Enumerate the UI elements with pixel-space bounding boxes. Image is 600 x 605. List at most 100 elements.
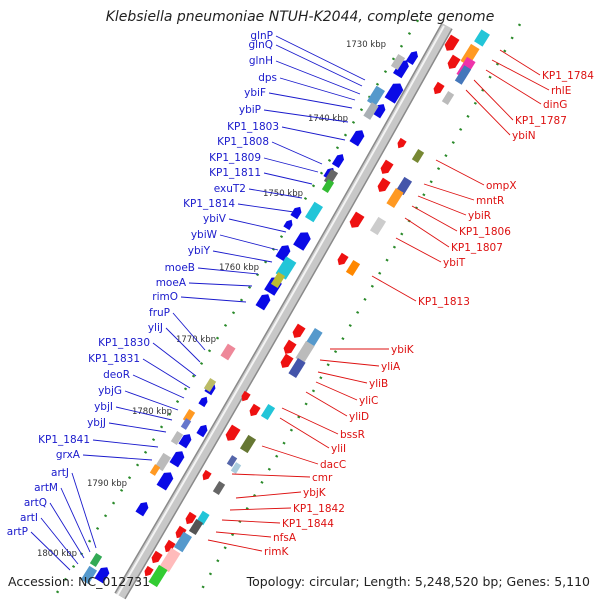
kbp-tick-1730: 1730 kbp — [346, 40, 386, 50]
gene-label-arti: artI — [20, 512, 38, 524]
gene-label-ylii: yliI — [331, 443, 346, 455]
leader-line-rhle — [491, 59, 550, 91]
gene-label-kp1-1844: KP1_1844 — [282, 518, 334, 530]
leader-line-artq — [49, 502, 85, 559]
cds-box-20 — [295, 340, 315, 364]
cds-box-12 — [369, 216, 387, 236]
gene-label-kp1-1806: KP1_1806 — [459, 226, 511, 238]
cds-box-9 — [411, 149, 425, 163]
gene-label-ybiv: ybiV — [203, 213, 227, 225]
gene-arrow-right-4 — [397, 137, 407, 149]
cds-box-26 — [170, 431, 184, 445]
leader-line-ybip — [263, 109, 349, 123]
gene-arrow-left-18 — [169, 451, 185, 468]
gene-label-ybin: ybiN — [512, 130, 536, 142]
leader-line-artp — [30, 531, 71, 571]
gene-label-ylid: yliD — [349, 411, 369, 423]
map-title: Klebsiella pneumoniae NTUH-K2044, comple… — [105, 9, 495, 25]
gene-label-nfsa: nfsA — [273, 532, 297, 544]
kbp-tick-1790: 1790 kbp — [87, 479, 127, 489]
gene-label-kp1-1803: KP1_1803 — [227, 121, 279, 133]
leader-line-glnq — [275, 44, 363, 87]
gene-label-ybji: ybjI — [94, 401, 113, 413]
gene-label-kp1-1808: KP1_1808 — [217, 136, 269, 148]
genome-summary-text: Topology: circular; Length: 5,248,520 bp… — [246, 574, 590, 589]
leader-line-kp1-1814 — [237, 203, 295, 213]
gene-label-ybiw: ybiW — [191, 229, 218, 241]
leader-line-kp1-1807 — [404, 217, 450, 248]
gene-label-kp1-1807: KP1_1807 — [451, 242, 503, 254]
gene-label-kp1-1831: KP1_1831 — [88, 353, 140, 365]
gene-arrow-right-8 — [337, 252, 349, 266]
cds-box-30 — [226, 455, 238, 467]
gene-label-mntr: mntR — [476, 195, 504, 207]
cds-box-7 — [363, 102, 379, 120]
gene-arrow-right-2 — [447, 54, 461, 69]
cds-box-31 — [212, 481, 226, 495]
gene-arrow-left-9 — [283, 219, 293, 231]
gene-label-grxa: grxA — [56, 449, 81, 461]
gene-arrow-left-8 — [290, 206, 302, 220]
gene-label-kp1-1813: KP1_1813 — [418, 296, 470, 308]
leader-line-exut2 — [248, 188, 303, 199]
gene-arrow-left-19 — [156, 472, 174, 491]
gene-label-ompx: ompX — [486, 180, 517, 192]
cds-box-38 — [148, 564, 168, 588]
leader-line-kp1-1787 — [473, 79, 514, 121]
leader-line-deor — [132, 374, 185, 399]
cds-box-36 — [173, 531, 193, 553]
leader-line-ybiy — [212, 250, 273, 263]
cds-box-22 — [220, 343, 236, 361]
gene-label-ybip: ybiP — [239, 104, 261, 116]
cds-box-15 — [304, 201, 324, 223]
cds-box-27 — [260, 403, 276, 421]
backbone-fill — [115, 23, 452, 599]
leader-line-bssr — [281, 407, 339, 435]
leader-line-ybiw — [219, 234, 279, 251]
gene-label-ylij: yliJ — [148, 322, 163, 334]
leader-line-ybjg — [124, 390, 179, 411]
cds-box-1 — [474, 29, 490, 47]
gene-label-bssr: bssR — [340, 429, 365, 441]
gene-label-ybjk: ybjK — [303, 487, 327, 499]
accession-text: Accession: NC_012731 — [8, 574, 151, 589]
leader-line-frup — [172, 312, 206, 351]
gene-arrow-right-19 — [151, 550, 163, 564]
gene-arrow-left-11 — [293, 232, 311, 251]
gene-label-kp1-1830: KP1_1830 — [98, 337, 150, 349]
cds-box-8 — [441, 91, 455, 105]
cds-box-5 — [390, 53, 406, 71]
leader-line-artm — [60, 487, 91, 553]
leader-line-ylii — [279, 417, 330, 449]
gene-label-artm: artM — [34, 482, 58, 494]
gene-label-ylib: yliB — [369, 378, 388, 390]
gene-label-artp: artP — [7, 526, 28, 538]
leader-line-kp1-1806 — [411, 205, 458, 232]
gene-label-artj: artJ — [51, 467, 69, 479]
gene-label-ybif: ybiF — [244, 87, 266, 99]
leader-line-kp1-1784 — [499, 49, 541, 76]
backbone-highlight — [116, 25, 445, 597]
gene-label-moeb: moeB — [165, 262, 195, 274]
gene-arrow-right-12 — [241, 390, 251, 402]
gene-label-rimo: rimO — [152, 291, 178, 303]
leader-line-rimk — [207, 539, 263, 552]
gene-label-dps: dps — [258, 72, 277, 84]
leader-line-ompx — [435, 159, 485, 186]
gene-label-frup: fruP — [149, 307, 170, 319]
gene-label-ybit: ybiT — [443, 257, 466, 269]
leader-line-kp1-1813 — [371, 275, 417, 302]
cds-box-18 — [345, 259, 361, 277]
gene-label-glnh: glnH — [249, 55, 273, 67]
gene-label-moea: moeA — [156, 277, 187, 289]
leader-line-ybjk — [235, 491, 302, 499]
gene-label-artq: artQ — [24, 497, 47, 509]
gene-label-kp1-1809: KP1_1809 — [209, 152, 261, 164]
kbp-tick-1760: 1760 kbp — [219, 263, 259, 273]
gene-arrow-right-18 — [164, 539, 176, 553]
leader-line-kp1-1844 — [221, 519, 281, 524]
gene-arrow-right-3 — [433, 81, 445, 95]
cds-box-4 — [454, 65, 472, 85]
gene-label-kp1-1787: KP1_1787 — [515, 115, 567, 127]
leader-line-glnp — [275, 35, 366, 81]
